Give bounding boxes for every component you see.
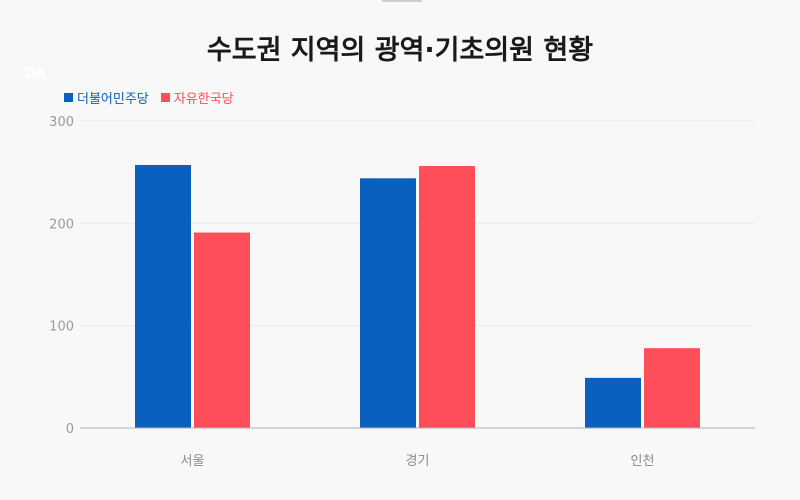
legend: 더불어민주당 자유한국당 [64,88,234,107]
top-divider [382,0,422,2]
bar [419,166,475,428]
legend-label-democratic: 더불어민주당 [77,92,149,107]
bar [360,178,416,428]
legend-swatch-democratic [64,93,73,102]
chart-title: 수도권 지역의 광역·기초의원 현황 [206,35,594,66]
legend-label-liberty-korea: 자유한국당 [173,92,234,107]
bar [644,348,700,428]
x-category-label: 서울 [181,454,205,469]
x-category-label: 경기 [406,454,430,469]
bar [194,232,250,428]
bar [585,377,641,428]
legend-item-democratic: 더불어민주당 [64,88,149,107]
bar [135,165,191,428]
legend-swatch-liberty-korea [160,93,170,102]
y-tick-label: 100 [49,320,74,335]
x-category-label: 인천 [631,454,655,469]
y-tick-label: 200 [49,217,74,232]
y-tick-label: 0 [66,422,74,437]
y-tick-label: 300 [49,115,74,130]
logo: DA [24,66,45,82]
legend-item-liberty-korea: 자유한국당 [160,88,234,107]
